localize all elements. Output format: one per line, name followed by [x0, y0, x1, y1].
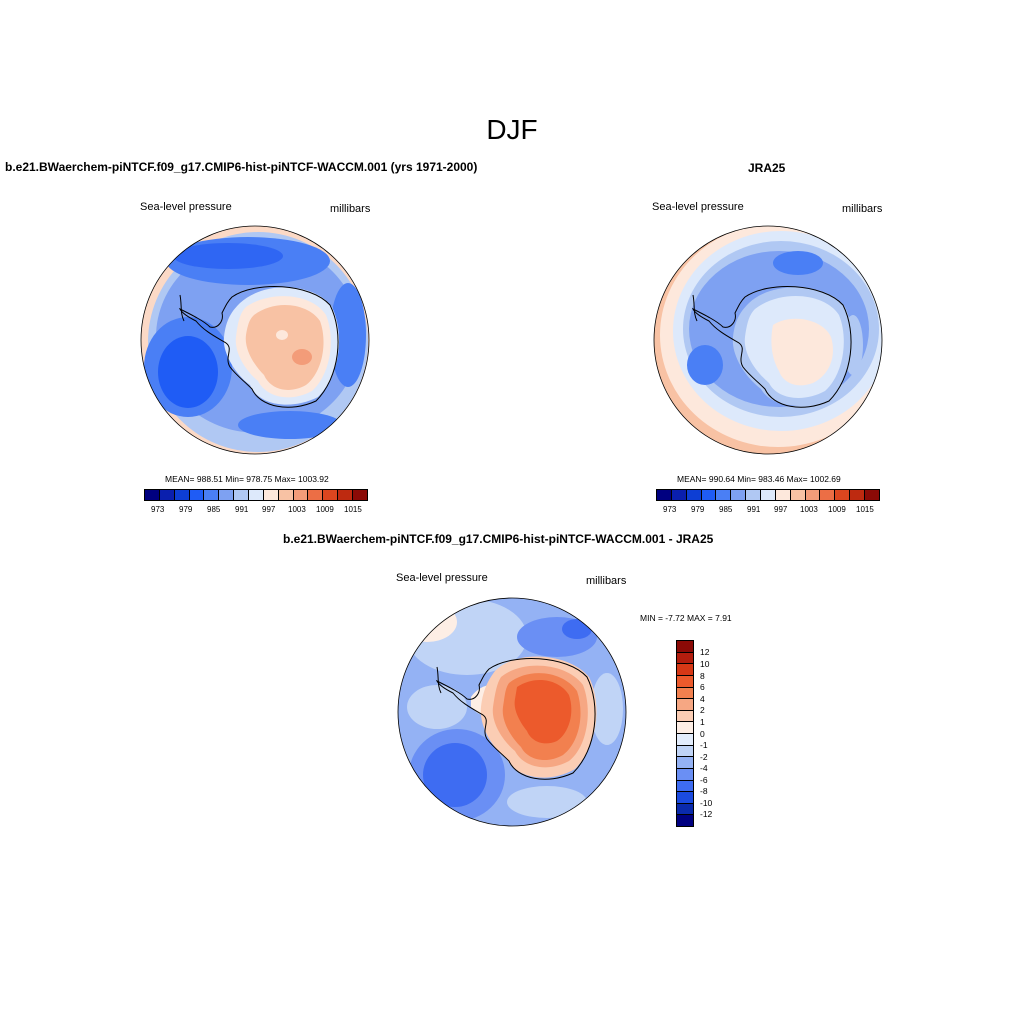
model-colorbar-tick: 991: [235, 505, 249, 514]
model-stats: MEAN= 988.51 Min= 978.75 Max= 1003.92: [165, 474, 329, 484]
diff-colorbar-tick: -6: [700, 775, 708, 785]
model-units-label: millibars: [330, 203, 371, 215]
obs-panel-title: JRA25: [748, 161, 786, 175]
colorbar-swatch: [677, 652, 693, 665]
model-colorbar-tick: 973: [151, 505, 165, 514]
colorbar-swatch: [820, 490, 836, 500]
obs-polar-map: [653, 225, 883, 455]
diff-colorbar-tick: 8: [700, 671, 705, 681]
colorbar-swatch: [677, 734, 693, 746]
diff-colorbar-tick: -4: [700, 763, 708, 773]
colorbar-swatch: [219, 490, 235, 500]
colorbar-swatch: [731, 490, 747, 500]
diff-polar-map: [397, 597, 627, 827]
colorbar-swatch: [353, 490, 367, 500]
diff-colorbar-tick: -2: [700, 752, 708, 762]
diff-colorbar-tick: -1: [700, 740, 708, 750]
diff-colorbar-tick: 10: [700, 659, 710, 669]
model-panel-title: b.e21.BWaerchem-piNTCF.f09_g17.CMIP6-his…: [5, 160, 478, 174]
model-variable-label: Sea-level pressure: [140, 201, 232, 213]
colorbar-swatch: [338, 490, 354, 500]
colorbar-swatch: [677, 675, 693, 688]
obs-colorbar: [656, 489, 880, 501]
colorbar-swatch: [677, 641, 693, 653]
model-colorbar-tick: 1009: [316, 505, 334, 514]
colorbar-swatch: [850, 490, 866, 500]
diff-colorbar-tick: 0: [700, 729, 705, 739]
colorbar-swatch: [174, 490, 190, 500]
colorbar-swatch: [716, 490, 732, 500]
diff-colorbar-tick: -10: [700, 798, 713, 808]
colorbar-swatch: [677, 687, 693, 700]
diff-colorbar-tick: 1: [700, 717, 705, 727]
colorbar-swatch: [159, 490, 175, 500]
colorbar-swatch: [189, 490, 205, 500]
obs-colorbar-tick: 997: [774, 505, 788, 514]
model-colorbar-tick: 985: [207, 505, 221, 514]
colorbar-swatch: [278, 490, 294, 500]
colorbar-swatch: [677, 745, 693, 758]
colorbar-swatch: [775, 490, 791, 500]
colorbar-swatch: [677, 722, 693, 734]
model-colorbar-tick: 1015: [344, 505, 362, 514]
colorbar-swatch: [865, 490, 879, 500]
colorbar-swatch: [671, 490, 687, 500]
colorbar-swatch: [323, 490, 339, 500]
colorbar-swatch: [677, 780, 693, 793]
obs-colorbar-tick: 1015: [856, 505, 874, 514]
obs-colorbar-tick: 991: [747, 505, 761, 514]
obs-colorbar-tick: 1009: [828, 505, 846, 514]
diff-colorbar-tick: 4: [700, 694, 705, 704]
colorbar-swatch: [234, 490, 250, 500]
figure-title: DJF: [486, 114, 538, 145]
obs-stats: MEAN= 990.64 Min= 983.46 Max= 1002.69: [677, 474, 841, 484]
colorbar-swatch: [805, 490, 821, 500]
colorbar-swatch: [677, 815, 693, 826]
model-colorbar: [144, 489, 368, 501]
colorbar-swatch: [293, 490, 309, 500]
colorbar-swatch: [790, 490, 806, 500]
diff-panel-title: b.e21.BWaerchem-piNTCF.f09_g17.CMIP6-his…: [283, 532, 714, 546]
obs-colorbar-tick: 973: [663, 505, 677, 514]
colorbar-swatch: [657, 490, 672, 500]
diff-colorbar: [676, 640, 694, 827]
model-polar-map: [140, 225, 370, 455]
diff-colorbar-tick: -8: [700, 786, 708, 796]
colorbar-swatch: [677, 699, 693, 711]
diff-colorbar-tick: 6: [700, 682, 705, 692]
colorbar-swatch: [761, 490, 776, 500]
model-colorbar-tick: 979: [179, 505, 193, 514]
colorbar-swatch: [677, 803, 693, 816]
obs-variable-label: Sea-level pressure: [652, 201, 744, 213]
model-colorbar-tick: 997: [262, 505, 276, 514]
colorbar-swatch: [263, 490, 279, 500]
colorbar-swatch: [677, 710, 693, 723]
diff-colorbar-tick: 12: [700, 647, 710, 657]
colorbar-swatch: [701, 490, 717, 500]
obs-units-label: millibars: [842, 203, 883, 215]
colorbar-swatch: [677, 792, 693, 804]
diff-colorbar-tick: -12: [700, 809, 713, 819]
obs-colorbar-tick: 985: [719, 505, 733, 514]
diff-units-label: millibars: [586, 575, 627, 587]
colorbar-swatch: [686, 490, 702, 500]
colorbar-swatch: [677, 757, 693, 769]
colorbar-swatch: [145, 490, 160, 500]
colorbar-swatch: [249, 490, 264, 500]
colorbar-swatch: [677, 768, 693, 781]
colorbar-swatch: [835, 490, 851, 500]
colorbar-swatch: [746, 490, 762, 500]
colorbar-swatch: [308, 490, 324, 500]
colorbar-swatch: [204, 490, 220, 500]
obs-colorbar-tick: 1003: [800, 505, 818, 514]
diff-colorbar-tick: 2: [700, 705, 705, 715]
model-colorbar-tick: 1003: [288, 505, 306, 514]
diff-variable-label: Sea-level pressure: [396, 572, 488, 584]
diff-stats: MIN = -7.72 MAX = 7.91: [640, 613, 732, 623]
obs-colorbar-tick: 979: [691, 505, 705, 514]
colorbar-swatch: [677, 664, 693, 676]
